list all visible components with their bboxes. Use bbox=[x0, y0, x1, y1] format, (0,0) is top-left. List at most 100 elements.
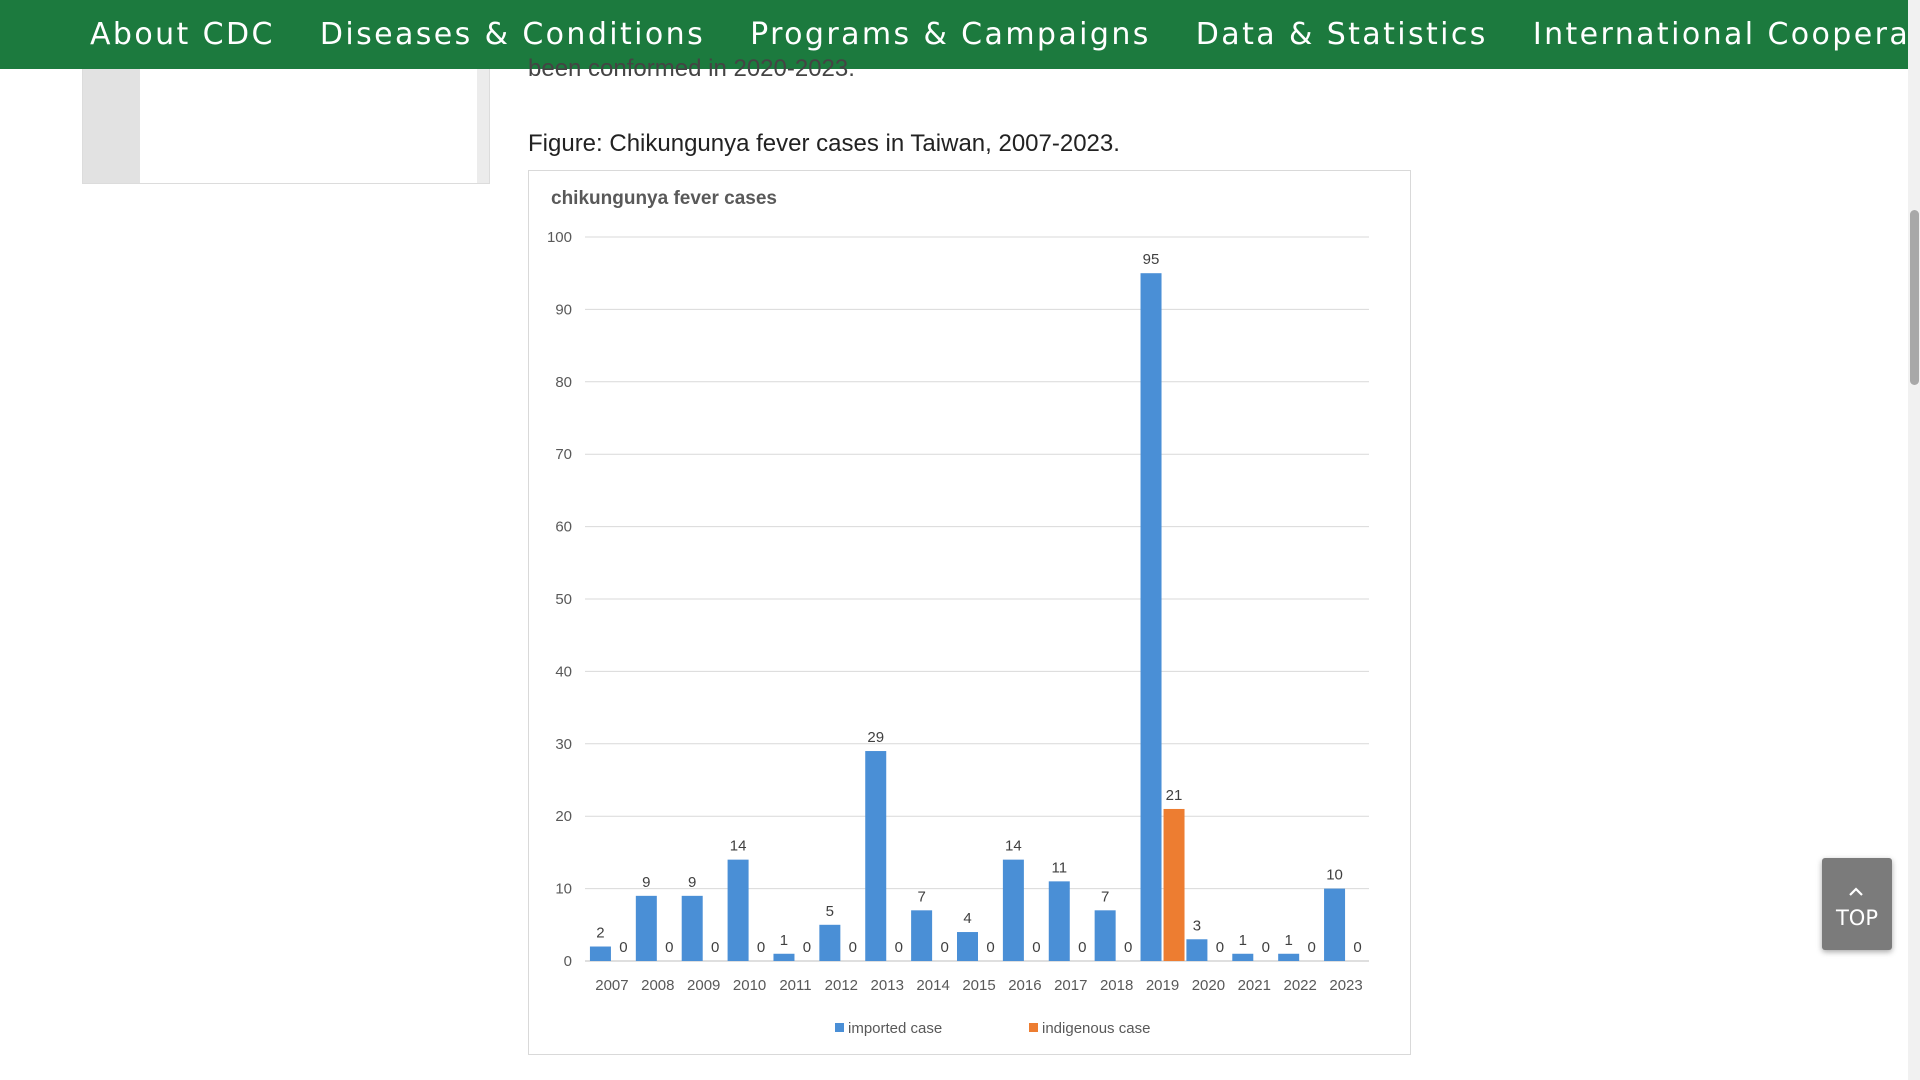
bar-imported bbox=[1094, 910, 1116, 961]
sidebar-strip bbox=[83, 69, 140, 183]
x-tick-label: 2017 bbox=[1054, 977, 1087, 994]
bar-imported bbox=[911, 910, 933, 961]
data-label: 1 bbox=[780, 932, 788, 949]
y-tick-label: 60 bbox=[555, 519, 572, 536]
data-label: 1 bbox=[1239, 932, 1247, 949]
data-label: 0 bbox=[940, 939, 948, 956]
data-label: 0 bbox=[803, 939, 811, 956]
data-label: 7 bbox=[917, 888, 925, 905]
data-label: 0 bbox=[1353, 939, 1361, 956]
data-label: 14 bbox=[730, 838, 747, 855]
data-label: 0 bbox=[1216, 939, 1224, 956]
bar-imported bbox=[1002, 859, 1024, 961]
data-label: 1 bbox=[1285, 932, 1293, 949]
y-tick-label: 90 bbox=[555, 301, 572, 318]
bar-imported bbox=[1324, 888, 1346, 961]
legend-swatch bbox=[835, 1023, 844, 1032]
data-label: 0 bbox=[849, 939, 857, 956]
y-tick-label: 10 bbox=[555, 881, 572, 898]
data-label: 29 bbox=[867, 729, 884, 746]
chevron-up-icon bbox=[1849, 887, 1863, 896]
top-navigation: About CDC Diseases & Conditions Programs… bbox=[0, 0, 1920, 69]
bar-imported bbox=[1140, 273, 1162, 961]
bar-imported bbox=[1232, 953, 1254, 961]
back-to-top-button[interactable]: TOP bbox=[1822, 858, 1892, 950]
bar-imported bbox=[1186, 939, 1208, 961]
x-tick-label: 2007 bbox=[595, 977, 628, 994]
legend-label: imported case bbox=[848, 1020, 942, 1037]
paragraph-text: been conformed in 2020-2023. bbox=[528, 55, 855, 82]
x-tick-label: 2023 bbox=[1329, 977, 1362, 994]
bar-imported bbox=[681, 895, 703, 961]
y-tick-label: 30 bbox=[555, 736, 572, 753]
y-tick-label: 20 bbox=[555, 808, 572, 825]
x-tick-label: 2010 bbox=[733, 977, 766, 994]
data-label: 0 bbox=[1032, 939, 1040, 956]
x-tick-label: 2019 bbox=[1146, 977, 1179, 994]
x-tick-label: 2018 bbox=[1100, 977, 1133, 994]
y-tick-label: 100 bbox=[547, 229, 572, 246]
scrollbar-thumb[interactable] bbox=[1910, 210, 1919, 385]
data-label: 0 bbox=[1308, 939, 1316, 956]
y-tick-label: 50 bbox=[555, 591, 572, 608]
data-label: 0 bbox=[665, 939, 673, 956]
data-label: 14 bbox=[1005, 838, 1022, 855]
bar-imported bbox=[1048, 881, 1070, 961]
data-label: 2 bbox=[596, 925, 604, 942]
x-tick-label: 2022 bbox=[1283, 977, 1316, 994]
bar-indigenous bbox=[1163, 808, 1185, 961]
chart-frame: chikungunya fever cases 0 10 20 30 40 50 60 70 80… bbox=[528, 170, 1411, 1055]
bar-imported bbox=[773, 953, 795, 961]
bar-imported bbox=[957, 932, 978, 961]
x-tick-label: 2020 bbox=[1192, 977, 1225, 994]
data-label: 7 bbox=[1101, 888, 1109, 905]
nav-item-diseases-conditions[interactable]: Diseases & Conditions bbox=[319, 17, 706, 52]
data-label: 10 bbox=[1326, 867, 1343, 884]
data-label: 5 bbox=[826, 903, 834, 920]
nav-item-data-statistics[interactable]: Data & Statistics bbox=[1195, 17, 1488, 52]
bar-imported bbox=[727, 859, 749, 961]
x-tick-label: 2009 bbox=[687, 977, 720, 994]
bar-chart: chikungunya fever cases01020304050607080… bbox=[547, 188, 1369, 1037]
x-tick-label: 2016 bbox=[1008, 977, 1041, 994]
data-label: 0 bbox=[1078, 939, 1086, 956]
data-label: 3 bbox=[1193, 917, 1201, 934]
data-label: 0 bbox=[757, 939, 765, 956]
data-label: 0 bbox=[1124, 939, 1132, 956]
x-tick-label: 2008 bbox=[641, 977, 674, 994]
nav-item-about-cdc[interactable]: About CDC bbox=[90, 17, 275, 52]
legend-label: indigenous case bbox=[1042, 1020, 1150, 1037]
bar-imported bbox=[589, 946, 611, 961]
x-tick-label: 2012 bbox=[825, 977, 858, 994]
data-label: 21 bbox=[1166, 787, 1183, 804]
legend-swatch bbox=[1029, 1023, 1038, 1032]
y-tick-label: 0 bbox=[564, 953, 572, 970]
bar-imported bbox=[865, 751, 887, 961]
data-label: 9 bbox=[688, 874, 696, 891]
data-label: 0 bbox=[1262, 939, 1270, 956]
y-tick-label: 70 bbox=[555, 446, 572, 463]
data-label: 0 bbox=[619, 939, 627, 956]
nav-item-international-cooperation[interactable]: International Cooperation bbox=[1532, 17, 1920, 52]
sidebar-panel bbox=[82, 69, 490, 184]
scrollbar[interactable] bbox=[1908, 0, 1920, 1080]
x-tick-label: 2015 bbox=[962, 977, 995, 994]
x-tick-label: 2011 bbox=[779, 977, 811, 994]
data-label: 4 bbox=[963, 910, 971, 927]
x-tick-label: 2021 bbox=[1238, 977, 1271, 994]
data-label: 0 bbox=[711, 939, 719, 956]
bar-imported bbox=[1278, 953, 1300, 961]
data-label: 11 bbox=[1051, 859, 1067, 876]
data-label: 0 bbox=[895, 939, 903, 956]
x-tick-label: 2013 bbox=[871, 977, 904, 994]
y-tick-label: 80 bbox=[555, 374, 572, 391]
bar-imported bbox=[819, 924, 841, 961]
figure-caption: Figure: Chikungunya fever cases in Taiwa… bbox=[528, 130, 1120, 157]
nav-item-programs-campaigns[interactable]: Programs & Campaigns bbox=[750, 17, 1151, 52]
sidebar-border bbox=[477, 69, 489, 183]
data-label: 95 bbox=[1143, 251, 1160, 268]
y-tick-label: 40 bbox=[555, 663, 572, 680]
chart-title: chikungunya fever cases bbox=[551, 188, 777, 209]
x-tick-label: 2014 bbox=[916, 977, 949, 994]
data-label: 9 bbox=[642, 874, 650, 891]
